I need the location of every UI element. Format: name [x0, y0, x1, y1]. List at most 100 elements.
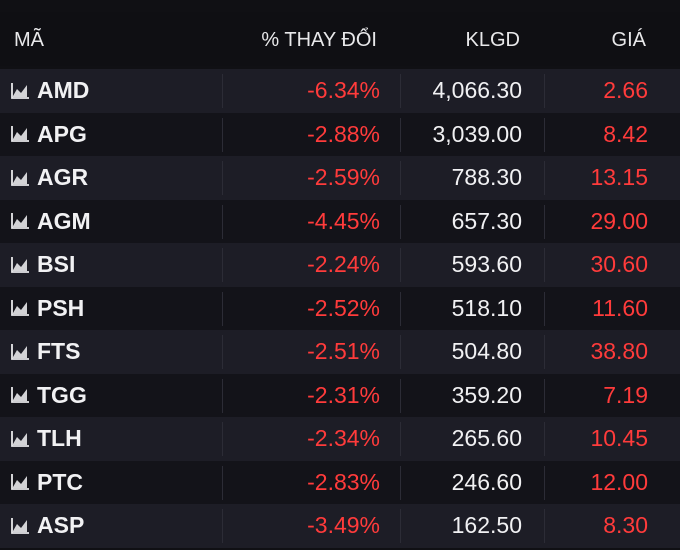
symbol-cell[interactable]: BSI	[10, 243, 75, 287]
header-change[interactable]: % THAY ĐỔI	[261, 29, 377, 51]
change-cell: -3.49%	[307, 512, 380, 538]
table-row[interactable]: ASP -3.49% 162.50 8.30	[0, 504, 680, 548]
symbol-cell[interactable]: TGG	[10, 374, 87, 418]
volume-cell: 3,039.00	[432, 120, 522, 147]
table-row[interactable]: PSH -2.52% 518.10 11.60	[0, 286, 680, 331]
volume-cell: 518.10	[451, 294, 522, 321]
header-symbol[interactable]: MÃ	[14, 29, 44, 51]
line-chart-icon	[10, 169, 37, 187]
table-row[interactable]: BSI -2.24% 593.60 30.60	[0, 243, 680, 287]
volume-cell: 359.20	[451, 381, 522, 408]
table-row[interactable]: AGM -4.45% 657.30 29.00	[0, 199, 680, 244]
symbol-label: BSI	[37, 251, 76, 277]
column-divider	[400, 509, 401, 543]
symbol-label: PSH	[37, 294, 85, 321]
table-row[interactable]: AMD -6.34% 4,066.30 2.66	[0, 69, 680, 113]
volume-cell: 4,066.30	[432, 77, 522, 103]
table-row[interactable]: TLH -2.34% 265.60 10.45	[0, 417, 680, 461]
symbol-label: TLH	[37, 425, 82, 451]
volume-cell: 504.80	[451, 338, 522, 364]
table-row[interactable]: APG -2.88% 3,039.00 8.42	[0, 112, 680, 157]
line-chart-icon	[10, 386, 37, 404]
line-chart-icon	[10, 299, 37, 317]
column-divider	[400, 74, 401, 108]
change-cell: -2.51%	[307, 338, 380, 364]
column-divider	[400, 422, 401, 456]
column-divider	[400, 117, 401, 152]
line-chart-icon	[10, 430, 37, 448]
symbol-label: AGR	[37, 164, 89, 190]
column-divider	[222, 422, 223, 456]
table-header: MÃ % THAY ĐỔI KLGD GIÁ	[0, 12, 680, 66]
change-cell: -2.88%	[307, 120, 380, 147]
volume-cell: 246.60	[451, 468, 522, 495]
table-row[interactable]: PTC -2.83% 246.60 12.00	[0, 460, 680, 505]
column-divider	[222, 378, 223, 413]
symbol-label: AGM	[37, 207, 91, 234]
price-cell: 12.00	[590, 468, 648, 495]
change-cell: -2.52%	[307, 294, 380, 321]
price-cell: 30.60	[590, 251, 648, 277]
line-chart-icon	[10, 517, 37, 535]
symbol-cell[interactable]: ASP	[10, 504, 84, 548]
volume-cell: 265.60	[451, 425, 522, 451]
column-divider	[400, 378, 401, 413]
column-divider	[544, 422, 545, 456]
column-divider	[544, 74, 545, 108]
column-divider	[544, 117, 545, 152]
column-divider	[544, 335, 545, 369]
column-divider	[222, 248, 223, 282]
column-divider	[544, 465, 545, 500]
line-chart-icon	[10, 82, 37, 100]
column-divider	[400, 204, 401, 239]
change-cell: -2.31%	[307, 381, 380, 408]
symbol-cell[interactable]: PTC	[10, 461, 83, 505]
change-cell: -4.45%	[307, 207, 380, 234]
line-chart-icon	[10, 343, 37, 361]
column-divider	[544, 248, 545, 282]
symbol-cell[interactable]: AMD	[10, 69, 89, 113]
price-cell: 7.19	[603, 381, 648, 408]
column-divider	[222, 161, 223, 195]
change-cell: -2.24%	[307, 251, 380, 277]
volume-cell: 162.50	[451, 512, 522, 538]
header-price[interactable]: GIÁ	[611, 29, 646, 51]
header-volume[interactable]: KLGD	[465, 29, 520, 51]
price-cell: 11.60	[592, 294, 648, 321]
column-divider	[222, 74, 223, 108]
volume-cell: 593.60	[451, 251, 522, 277]
change-cell: -2.83%	[307, 468, 380, 495]
symbol-label: TGG	[37, 381, 87, 408]
symbol-cell[interactable]: TLH	[10, 417, 82, 461]
change-cell: -2.34%	[307, 425, 380, 451]
column-divider	[400, 465, 401, 500]
change-cell: -6.34%	[307, 77, 380, 103]
column-divider	[222, 117, 223, 152]
symbol-cell[interactable]: APG	[10, 113, 87, 157]
column-divider	[222, 335, 223, 369]
table-row[interactable]: FTS -2.51% 504.80 38.80	[0, 330, 680, 374]
table-row[interactable]: TGG -2.31% 359.20 7.19	[0, 373, 680, 418]
column-divider	[400, 291, 401, 326]
volume-cell: 657.30	[451, 207, 522, 234]
symbol-cell[interactable]: AGR	[10, 156, 88, 200]
column-divider	[544, 204, 545, 239]
column-divider	[400, 161, 401, 195]
symbol-label: PTC	[37, 468, 83, 495]
line-chart-icon	[10, 473, 37, 491]
price-cell: 29.00	[590, 207, 648, 234]
symbol-cell[interactable]: PSH	[10, 287, 84, 331]
symbol-label: ASP	[37, 512, 85, 538]
price-cell: 13.15	[590, 164, 648, 190]
line-chart-icon	[10, 125, 37, 143]
change-cell: -2.59%	[307, 164, 380, 190]
column-divider	[222, 509, 223, 543]
column-divider	[400, 335, 401, 369]
column-divider	[222, 204, 223, 239]
symbol-cell[interactable]: AGM	[10, 200, 91, 244]
symbol-cell[interactable]: FTS	[10, 330, 80, 374]
price-cell: 2.66	[603, 77, 648, 103]
price-cell: 38.80	[590, 338, 648, 364]
table-row[interactable]: AGR -2.59% 788.30 13.15	[0, 156, 680, 200]
